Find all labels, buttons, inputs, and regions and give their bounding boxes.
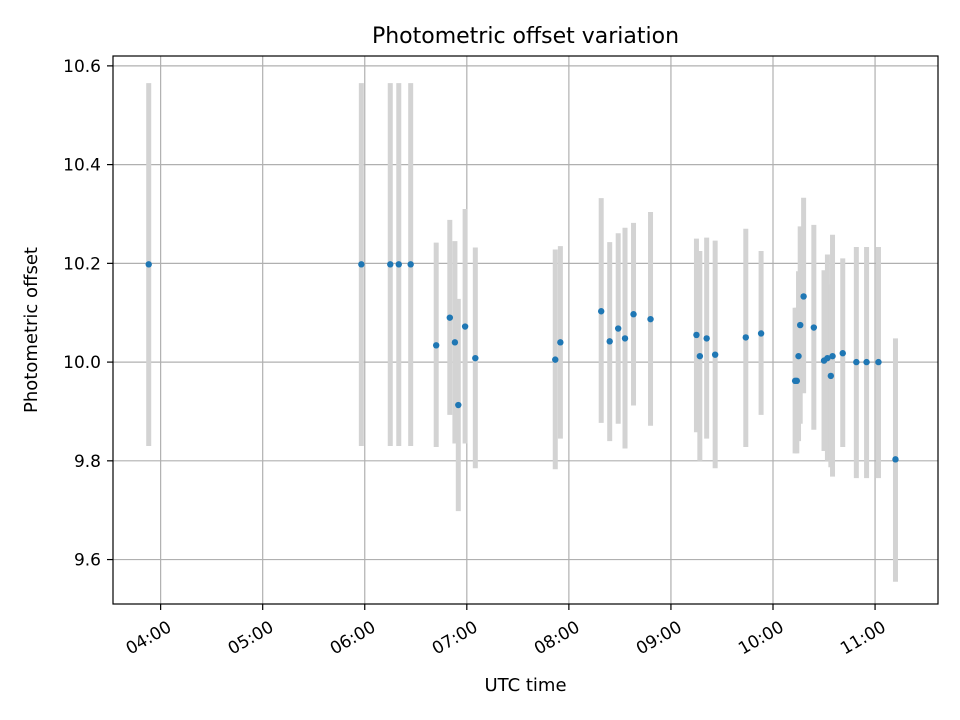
data-point bbox=[757, 330, 765, 337]
data-point bbox=[461, 323, 469, 330]
data-point bbox=[621, 335, 629, 342]
data-point bbox=[552, 356, 559, 363]
data-point bbox=[407, 261, 414, 268]
data-point bbox=[693, 331, 700, 339]
data-point bbox=[451, 339, 459, 346]
data-point bbox=[395, 261, 402, 268]
data-point bbox=[892, 456, 899, 463]
data-point bbox=[839, 350, 846, 357]
data-point bbox=[455, 401, 462, 409]
data-point bbox=[597, 308, 605, 315]
data-point bbox=[829, 352, 836, 360]
y-tick-label: 10.0 bbox=[63, 353, 101, 373]
data-point bbox=[387, 261, 394, 268]
data-point bbox=[800, 293, 807, 300]
y-axis-label: Photometric offset bbox=[21, 247, 42, 413]
y-tick-label: 9.6 bbox=[74, 551, 101, 571]
y-tick-label: 10.4 bbox=[63, 156, 101, 176]
y-tick-label: 9.8 bbox=[74, 452, 101, 472]
data-point bbox=[863, 358, 870, 366]
data-point bbox=[630, 311, 637, 318]
data-point bbox=[446, 314, 454, 321]
data-point bbox=[472, 354, 479, 362]
data-point bbox=[711, 351, 719, 358]
y-tick-label: 10.2 bbox=[63, 254, 101, 274]
data-point bbox=[432, 342, 440, 349]
chart-title: Photometric offset variation bbox=[372, 24, 679, 49]
data-point bbox=[703, 335, 710, 342]
y-tick-label: 10.6 bbox=[63, 57, 101, 77]
data-point bbox=[742, 334, 749, 341]
plot-frame bbox=[112, 55, 939, 605]
data-point bbox=[145, 261, 152, 268]
data-point bbox=[606, 338, 613, 345]
data-point bbox=[827, 372, 835, 380]
data-point bbox=[557, 339, 564, 346]
data-point bbox=[875, 358, 882, 366]
data-point bbox=[793, 377, 801, 385]
data-point bbox=[797, 321, 804, 329]
data-point bbox=[615, 325, 622, 332]
x-axis-label: UTC time bbox=[484, 675, 566, 696]
data-point bbox=[824, 354, 831, 362]
data-point bbox=[358, 261, 365, 268]
data-point bbox=[647, 315, 654, 323]
data-point bbox=[853, 358, 860, 366]
point-layer bbox=[145, 261, 899, 463]
data-point bbox=[810, 324, 818, 331]
data-point bbox=[696, 352, 704, 360]
data-point bbox=[795, 352, 802, 360]
